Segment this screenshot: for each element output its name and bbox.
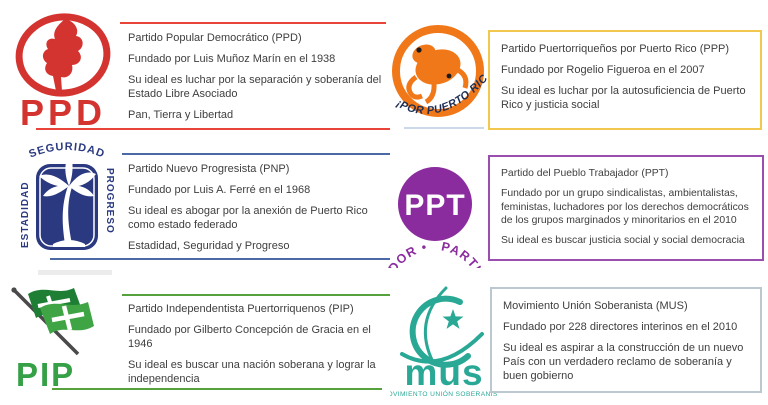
- pnp-logo: SEGURIDAD ESTADIDAD PROGRESO: [12, 140, 122, 266]
- pnp-top-label: SEGURIDAD: [27, 141, 105, 161]
- ppd-logo-label: PPD: [20, 92, 106, 133]
- ideal-text: Su ideal es aspirar a la construcción de…: [503, 342, 744, 383]
- mus-logo-sublabel: MOVIMIENTO UNIÓN SOBERANISTA: [390, 389, 498, 398]
- pnp-left-label: ESTADIDAD: [20, 181, 31, 248]
- ideal-text: Su ideal es buscar una nación soberana y…: [128, 359, 376, 386]
- ppd-silhouette-icon: [42, 19, 83, 91]
- ppd-logo: PPD: [8, 5, 118, 133]
- pip-box-bottom-rule: [52, 388, 382, 390]
- mus-star-icon: [442, 309, 464, 329]
- pip-flag-icon: PIP: [11, 287, 94, 393]
- ppd-emblem-icon: PPD: [15, 13, 111, 133]
- party-name: Movimiento Unión Soberanista (MUS): [503, 300, 688, 312]
- ppp-info-box: Partido Puertorriqueños por Puerto Rico …: [488, 30, 762, 130]
- ppt-logo: PARTIDO DEL PUEBLO TRABAJADOR • PPT: [382, 138, 488, 268]
- ppt-ring-label: PARTIDO DEL PUEBLO TRABAJADOR •: [382, 239, 488, 268]
- founded-text: Fundado por 228 directores interinos en …: [503, 321, 738, 334]
- mus-info-box: Movimiento Unión Soberanista (MUS) Funda…: [490, 287, 762, 393]
- ideal-text: Su ideal es buscar justicia social y soc…: [501, 235, 745, 247]
- party-name: Partido del Pueblo Trabajador (PPT): [501, 168, 669, 179]
- pnp-info-box: Partido Nuevo Progresista (PNP) Fundado …: [128, 162, 396, 260]
- ppt-info-box: Partido del Pueblo Trabajador (PPT) Fund…: [488, 155, 764, 261]
- founded-text: Fundado por Luis Muñoz Marín en el 1938: [128, 53, 336, 66]
- pip-top-gray-bar: [38, 270, 112, 275]
- party-name: Partido Nuevo Progresista (PNP): [128, 163, 290, 175]
- founded-text: Fundado por Gilberto Concepción de Graci…: [128, 324, 371, 351]
- ppt-logo-label: PPT: [404, 189, 465, 222]
- svg-text:PARTIDO DEL PUEBLO TRABAJADOR: PARTIDO DEL PUEBLO TRABAJADOR •: [382, 239, 488, 268]
- founded-text: Fundado por Rogelio Figueroa en el 2007: [501, 64, 705, 77]
- svg-text:SEGURIDAD: SEGURIDAD: [27, 141, 106, 161]
- ppt-circle-icon: PARTIDO DEL PUEBLO TRABAJADOR • PPT: [382, 167, 488, 268]
- pip-box-top-rule: [122, 294, 390, 296]
- pnp-palm-icon: SEGURIDAD ESTADIDAD PROGRESO: [20, 141, 115, 250]
- pnp-box-top-rule: [122, 153, 390, 155]
- pnp-box-bottom-rule: [50, 258, 390, 260]
- party-name: Partido Independentista Puertorriquenos …: [128, 303, 354, 315]
- party-name: Partido Popular Democrático (PPD): [128, 32, 302, 44]
- pip-info-box: Partido Independentista Puertorriquenos …: [128, 302, 396, 393]
- pip-logo: PIP: [8, 280, 120, 398]
- mus-globe-icon: mus MOVIMIENTO UNIÓN SOBERANISTA: [390, 286, 498, 398]
- party-name: Partido Puertorriqueños por Puerto Rico …: [501, 43, 730, 55]
- ppp-logo: ¡POR PUERTO RICO!: [386, 21, 494, 133]
- mus-logo-label: mus: [404, 352, 483, 393]
- ppd-info-box: Partido Popular Democrático (PPD) Fundad…: [128, 31, 390, 129]
- ppd-box-bottom-rule: [36, 128, 390, 130]
- motto-text: Estadidad, Seguridad y Progreso: [128, 240, 290, 253]
- ideal-text: Su ideal es luchar por la separación y s…: [128, 74, 382, 101]
- mus-logo: mus MOVIMIENTO UNIÓN SOBERANISTA: [390, 282, 498, 400]
- ppp-frog-icon: ¡POR PUERTO RICO!: [386, 21, 490, 117]
- pip-logo-label: PIP: [16, 356, 75, 393]
- ideal-text: Su ideal es luchar por la autosuficienci…: [501, 85, 746, 112]
- pnp-right-label: PROGRESO: [104, 168, 115, 234]
- founded-text: Fundado por un grupo sindicalistas, ambi…: [501, 188, 749, 226]
- motto-text: Pan, Tierra y Libertad: [128, 109, 234, 122]
- ideal-text: Su ideal es abogar por la anexión de Pue…: [128, 205, 368, 232]
- ppp-logo-underline: [404, 127, 484, 129]
- ppd-box-top-rule: [120, 22, 386, 24]
- founded-text: Fundado por Luis A. Ferré en el 1968: [128, 184, 311, 197]
